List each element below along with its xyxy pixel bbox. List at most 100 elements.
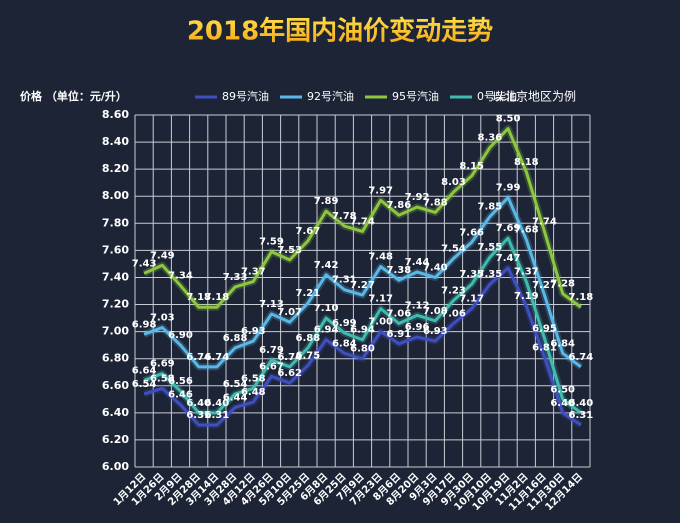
data-label: 7.27 xyxy=(532,280,557,291)
data-label: 7.66 xyxy=(459,227,484,238)
data-label: 6.95 xyxy=(532,323,557,334)
data-label: 7.17 xyxy=(459,294,484,305)
data-label: 6.67 xyxy=(259,361,284,372)
data-label: 7.37 xyxy=(241,267,266,278)
data-label: 6.74 xyxy=(205,352,230,363)
y-tick-label: 6.60 xyxy=(102,379,129,392)
y-tick-label: 8.60 xyxy=(102,108,129,121)
data-label: 7.92 xyxy=(405,192,430,203)
data-label: 8.50 xyxy=(496,114,521,125)
data-label: 7.97 xyxy=(368,185,393,196)
data-label: 8.15 xyxy=(459,161,484,172)
data-label: 7.49 xyxy=(150,250,175,261)
data-label: 6.40 xyxy=(186,398,211,409)
y-tick-label: 7.20 xyxy=(102,298,129,311)
legend-label: 89号汽油 xyxy=(222,89,269,103)
data-label: 8.18 xyxy=(514,157,539,168)
data-label: 7.10 xyxy=(314,303,339,314)
data-label: 6.69 xyxy=(150,359,175,370)
data-label: 7.74 xyxy=(350,216,375,227)
data-label: 6.44 xyxy=(223,392,248,403)
data-label: 6.62 xyxy=(277,368,302,379)
data-label: 7.21 xyxy=(296,288,321,299)
data-label: 6.90 xyxy=(168,330,193,341)
data-label: 7.89 xyxy=(314,196,339,207)
data-label: 6.50 xyxy=(550,384,575,395)
series-line xyxy=(143,127,582,309)
data-label: 6.84 xyxy=(550,338,575,349)
data-label: 6.79 xyxy=(259,345,284,356)
data-label: 7.31 xyxy=(332,275,357,286)
data-label: 7.08 xyxy=(423,306,448,317)
data-label: 6.99 xyxy=(332,318,357,329)
data-label: 7.18 xyxy=(569,292,594,303)
data-label: 6.74 xyxy=(277,352,302,363)
data-label: 6.74 xyxy=(186,352,211,363)
legend-label: 0号柴油 xyxy=(477,89,517,103)
data-label: 7.18 xyxy=(205,292,230,303)
data-label: 6.40 xyxy=(205,398,230,409)
data-label: 7.35 xyxy=(459,269,484,280)
data-label: 7.28 xyxy=(550,279,575,290)
series-line xyxy=(143,266,582,427)
data-label: 7.00 xyxy=(368,317,393,328)
data-label: 6.40 xyxy=(569,398,594,409)
data-label: 7.55 xyxy=(478,242,503,253)
data-label: 6.84 xyxy=(332,338,357,349)
data-label: 6.54 xyxy=(223,379,248,390)
data-label: 7.03 xyxy=(150,313,175,324)
data-label: 7.07 xyxy=(277,307,302,318)
chart-title: 2018年国内油价变动走势 xyxy=(187,16,493,47)
data-label: 6.56 xyxy=(168,376,193,387)
data-label: 6.93 xyxy=(423,326,448,337)
data-label: 6.93 xyxy=(241,326,266,337)
legend-label: 92号汽油 xyxy=(307,89,354,103)
data-label: 7.35 xyxy=(478,269,503,280)
data-label: 7.54 xyxy=(441,244,466,255)
data-label: 7.48 xyxy=(368,252,393,263)
data-label: 6.48 xyxy=(241,387,266,398)
data-label: 6.94 xyxy=(350,325,375,336)
data-label: 7.47 xyxy=(496,253,521,264)
data-label: 8.36 xyxy=(478,132,503,143)
data-label: 7.88 xyxy=(423,197,448,208)
data-label: 7.53 xyxy=(277,245,302,256)
data-label: 7.78 xyxy=(332,211,357,222)
data-label: 7.12 xyxy=(405,300,430,311)
data-label: 7.85 xyxy=(478,202,503,213)
note: 以北京地区为例 xyxy=(492,90,576,104)
y-tick-label: 8.20 xyxy=(102,162,129,175)
y-tick-label: 7.60 xyxy=(102,243,129,256)
y-tick-label: 7.80 xyxy=(102,216,129,229)
data-label: 7.27 xyxy=(350,280,375,291)
y-tick-label: 6.80 xyxy=(102,352,129,365)
data-label: 6.54 xyxy=(132,379,157,390)
data-label: 7.74 xyxy=(532,216,557,227)
data-label: 7.13 xyxy=(259,299,284,310)
data-label: 7.42 xyxy=(314,260,339,271)
data-label: 6.81 xyxy=(532,342,557,353)
legend-label: 95号汽油 xyxy=(392,89,439,103)
data-label: 7.69 xyxy=(496,223,521,234)
data-label: 6.75 xyxy=(296,350,321,361)
data-label: 6.58 xyxy=(241,373,266,384)
data-label: 7.06 xyxy=(441,308,466,319)
data-label: 7.33 xyxy=(223,272,248,283)
data-label: 6.91 xyxy=(387,329,412,340)
data-label: 7.19 xyxy=(514,291,539,302)
data-label: 6.31 xyxy=(186,410,211,421)
y-tick-label: 7.00 xyxy=(102,325,129,338)
data-label: 7.06 xyxy=(387,308,412,319)
y-tick-label: 8.40 xyxy=(102,135,129,148)
data-label: 7.18 xyxy=(186,292,211,303)
y-axis-label: 价格 （单位：元/升） xyxy=(20,89,127,103)
data-label: 7.23 xyxy=(441,285,466,296)
data-label: 6.94 xyxy=(314,325,339,336)
y-tick-label: 6.00 xyxy=(102,460,129,473)
data-label: 6.64 xyxy=(132,365,157,376)
series-line xyxy=(143,196,582,369)
series-line xyxy=(143,236,582,415)
data-label: 7.44 xyxy=(405,257,430,268)
